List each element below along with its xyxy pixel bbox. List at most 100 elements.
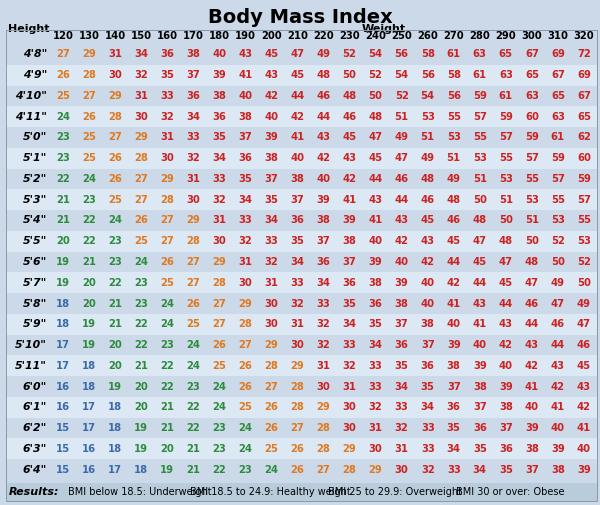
Text: 19: 19 xyxy=(134,444,148,454)
Text: 27: 27 xyxy=(134,174,148,184)
Text: 26: 26 xyxy=(56,70,70,80)
Text: 270: 270 xyxy=(443,31,464,41)
Text: 260: 260 xyxy=(418,31,438,41)
Text: 21: 21 xyxy=(160,402,174,413)
Bar xyxy=(6,356,597,376)
Text: 25: 25 xyxy=(160,278,174,288)
Text: 220: 220 xyxy=(313,31,334,41)
Text: 24: 24 xyxy=(238,423,253,433)
Text: 45: 45 xyxy=(368,153,383,163)
Text: 27: 27 xyxy=(212,319,226,329)
Text: 53: 53 xyxy=(421,112,434,122)
Text: 5'10": 5'10" xyxy=(15,340,47,350)
Text: 25: 25 xyxy=(82,153,96,163)
Text: 40: 40 xyxy=(447,319,461,329)
Text: 55: 55 xyxy=(473,132,487,142)
Text: 45: 45 xyxy=(577,361,591,371)
Text: 24: 24 xyxy=(108,216,122,225)
Text: 24: 24 xyxy=(238,444,253,454)
Text: 15: 15 xyxy=(56,465,70,475)
Text: 23: 23 xyxy=(56,132,70,142)
Text: 5'1": 5'1" xyxy=(23,153,47,163)
Text: 43: 43 xyxy=(317,132,331,142)
Text: 43: 43 xyxy=(473,298,487,309)
Text: 39: 39 xyxy=(499,382,513,391)
Text: 24: 24 xyxy=(82,174,96,184)
Text: 58: 58 xyxy=(421,49,434,60)
Text: 52: 52 xyxy=(551,236,565,246)
Text: 25: 25 xyxy=(82,132,96,142)
Text: 67: 67 xyxy=(577,91,591,101)
Text: BMI 25 to 29.9: Overweight: BMI 25 to 29.9: Overweight xyxy=(328,487,462,497)
Text: 280: 280 xyxy=(469,31,490,41)
Text: 35: 35 xyxy=(368,319,383,329)
Text: 36: 36 xyxy=(447,402,461,413)
Text: 30: 30 xyxy=(343,423,356,433)
Text: 5'3": 5'3" xyxy=(23,195,47,205)
Text: 30: 30 xyxy=(290,340,304,350)
Text: 30: 30 xyxy=(187,195,200,205)
Text: 41: 41 xyxy=(238,70,253,80)
Text: 37: 37 xyxy=(421,340,434,350)
Text: 24: 24 xyxy=(56,112,70,122)
Text: 35: 35 xyxy=(395,361,409,371)
Bar xyxy=(6,438,597,459)
Text: 52: 52 xyxy=(395,91,409,101)
Text: 32: 32 xyxy=(238,236,252,246)
Text: 48: 48 xyxy=(473,216,487,225)
Text: 63: 63 xyxy=(473,49,487,60)
Text: 31: 31 xyxy=(212,216,226,225)
Text: 48: 48 xyxy=(499,236,513,246)
Text: 20: 20 xyxy=(108,340,122,350)
Text: 18: 18 xyxy=(108,402,122,413)
Text: 23: 23 xyxy=(134,298,148,309)
Text: 42: 42 xyxy=(577,402,591,413)
Text: 23: 23 xyxy=(187,382,200,391)
Text: 41: 41 xyxy=(446,298,461,309)
Text: 31: 31 xyxy=(108,49,122,60)
Text: 23: 23 xyxy=(108,236,122,246)
Bar xyxy=(6,293,597,314)
Text: 29: 29 xyxy=(212,257,226,267)
Text: 15: 15 xyxy=(56,444,70,454)
Text: 21: 21 xyxy=(160,423,174,433)
Text: 24: 24 xyxy=(186,340,200,350)
Text: 17: 17 xyxy=(108,465,122,475)
Text: 47: 47 xyxy=(368,132,383,142)
Text: 22: 22 xyxy=(160,382,174,391)
Text: 32: 32 xyxy=(317,340,331,350)
Text: 38: 38 xyxy=(368,278,383,288)
Text: 42: 42 xyxy=(447,278,461,288)
Text: 45: 45 xyxy=(446,236,461,246)
Text: 41: 41 xyxy=(343,195,356,205)
Text: 170: 170 xyxy=(183,31,203,41)
Text: Body Mass Index: Body Mass Index xyxy=(208,8,392,27)
Text: 47: 47 xyxy=(499,257,513,267)
Text: 27: 27 xyxy=(317,465,331,475)
Text: 35: 35 xyxy=(212,132,226,142)
Text: 53: 53 xyxy=(551,216,565,225)
Text: 34: 34 xyxy=(238,195,253,205)
Text: 23: 23 xyxy=(82,195,96,205)
Text: 40: 40 xyxy=(238,91,253,101)
Text: 59: 59 xyxy=(473,91,487,101)
Text: 38: 38 xyxy=(187,49,200,60)
Text: 250: 250 xyxy=(391,31,412,41)
Bar xyxy=(6,189,597,210)
Text: 20: 20 xyxy=(82,278,96,288)
Text: 35: 35 xyxy=(447,423,461,433)
Text: 25: 25 xyxy=(187,319,200,329)
Text: 63: 63 xyxy=(499,70,513,80)
Text: 22: 22 xyxy=(212,465,226,475)
Text: 37: 37 xyxy=(187,70,200,80)
Text: 26: 26 xyxy=(187,298,200,309)
Text: 32: 32 xyxy=(369,402,382,413)
Text: BMI 30 or over: Obese: BMI 30 or over: Obese xyxy=(456,487,565,497)
Text: 59: 59 xyxy=(499,112,513,122)
Text: 27: 27 xyxy=(108,132,122,142)
Text: 24: 24 xyxy=(212,382,226,391)
Text: 43: 43 xyxy=(343,153,356,163)
Text: 26: 26 xyxy=(134,216,148,225)
Text: 37: 37 xyxy=(343,257,356,267)
Text: 33: 33 xyxy=(290,278,304,288)
